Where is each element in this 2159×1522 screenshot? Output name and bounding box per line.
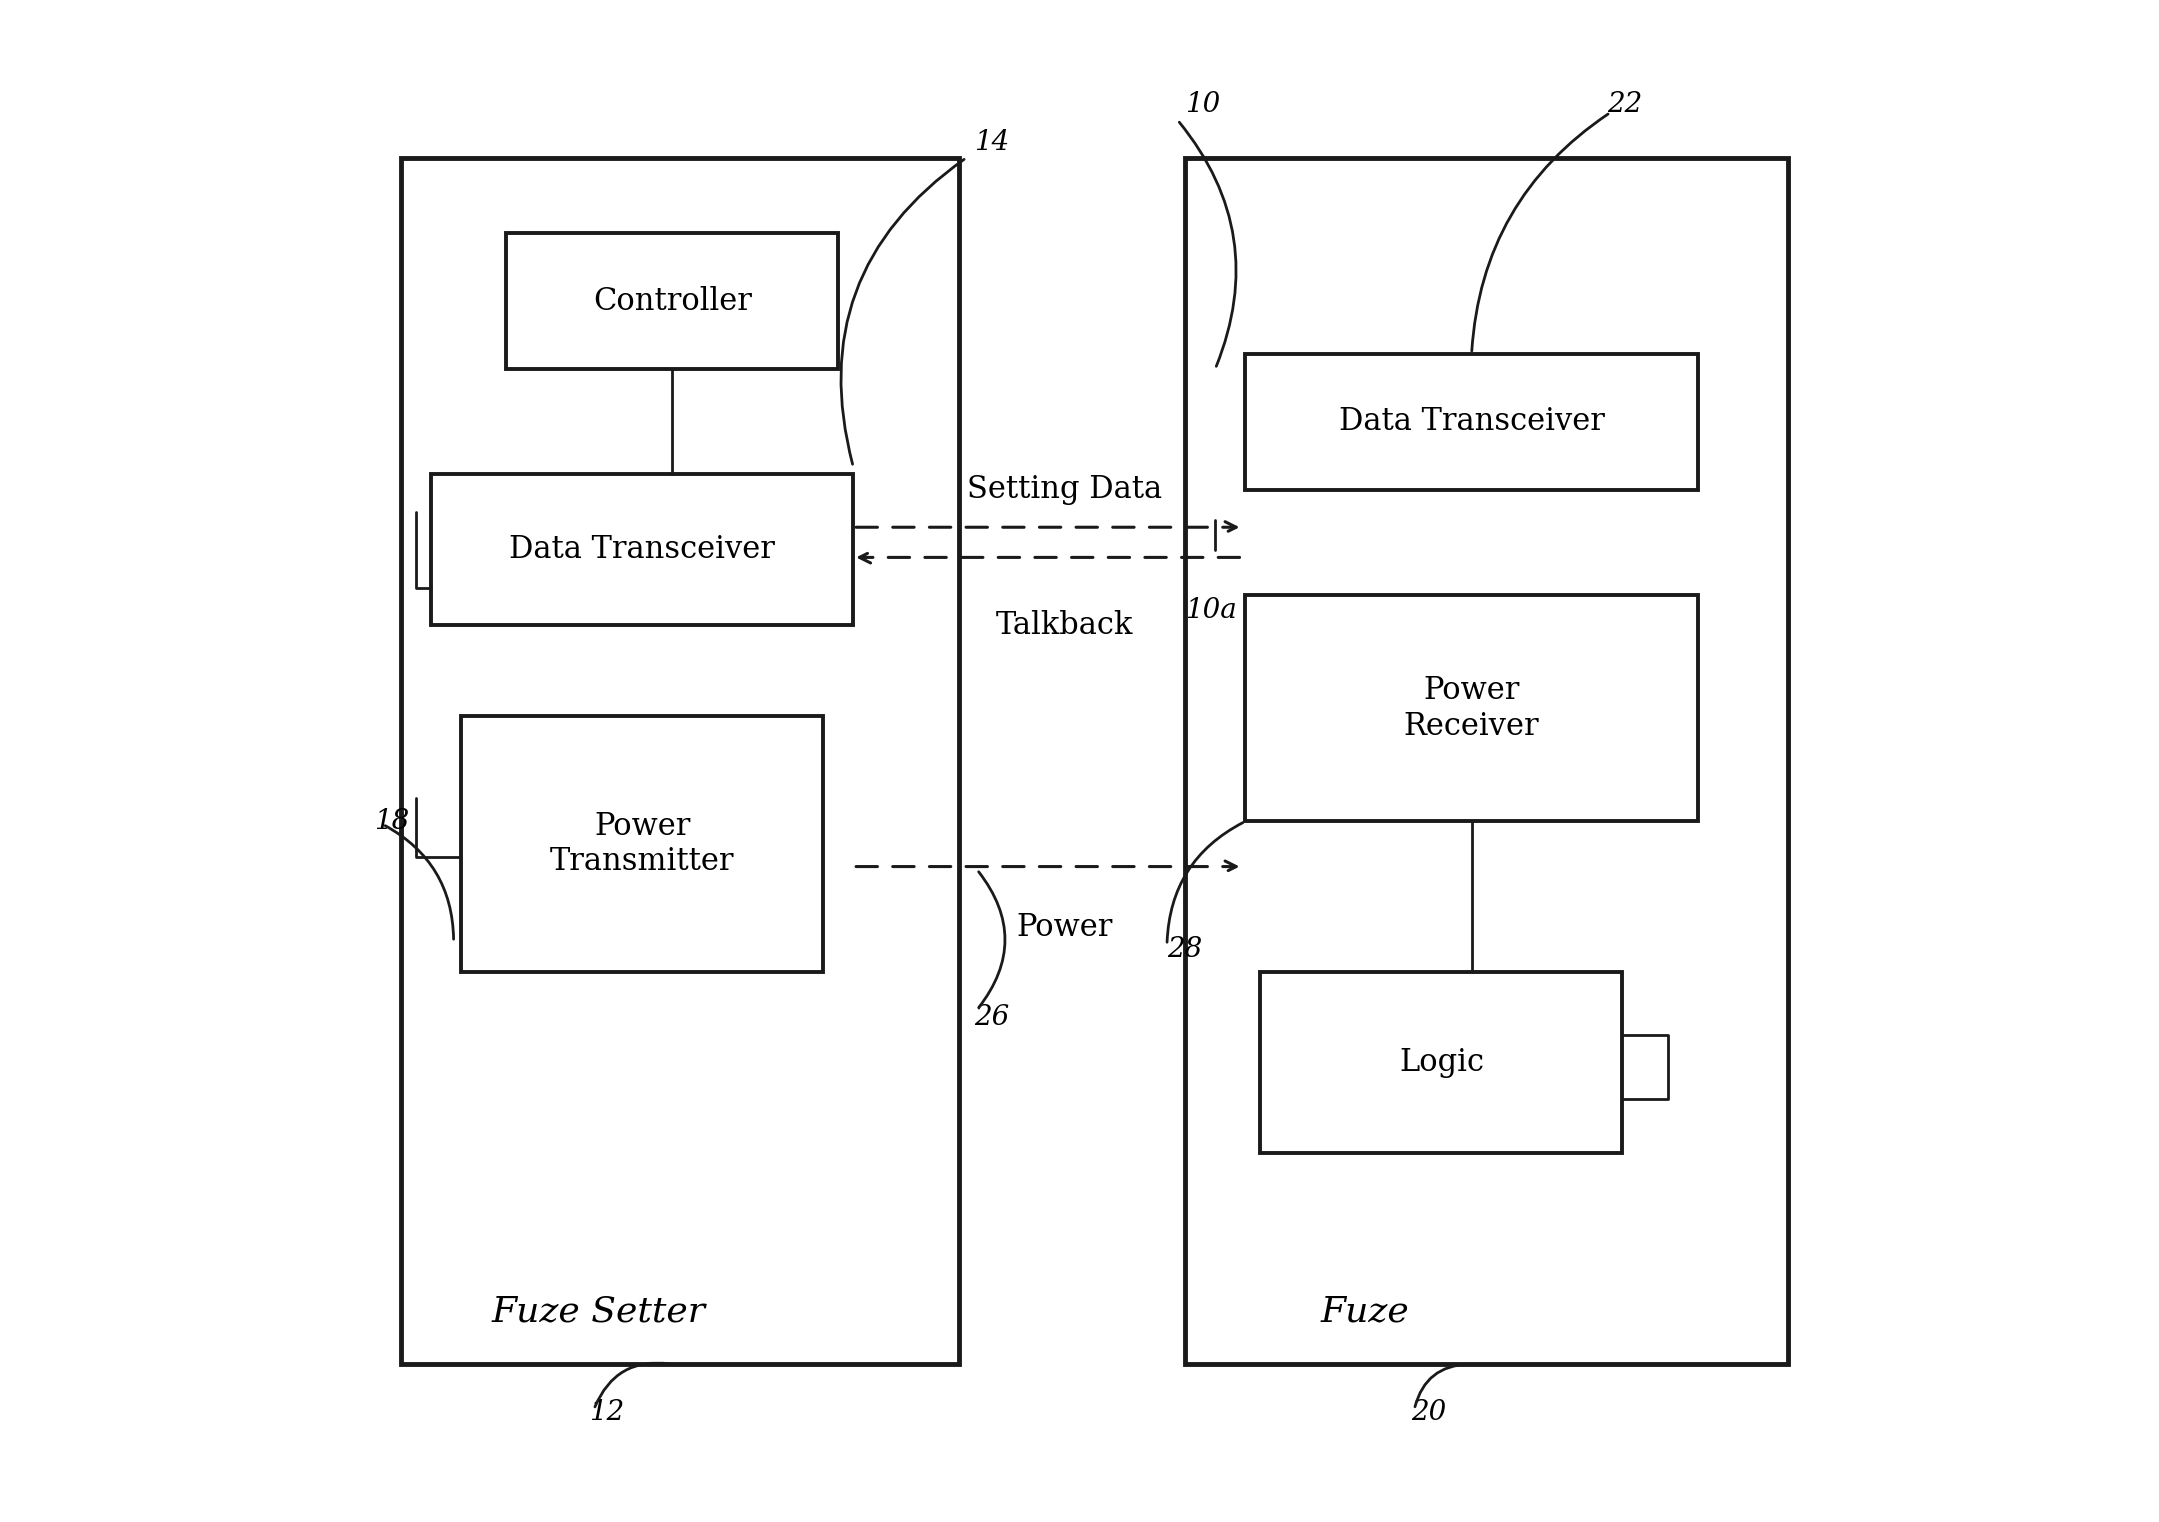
Bar [462,715,823,973]
Text: Data Transceiver: Data Transceiver [1339,406,1604,437]
Text: Talkback: Talkback [995,610,1133,641]
Text: 12: 12 [589,1399,624,1426]
Text: Fuze Setter: Fuze Setter [492,1294,706,1329]
Text: Setting Data: Setting Data [967,473,1162,505]
Bar [432,475,853,626]
Text: 20: 20 [1412,1399,1447,1426]
Text: Power: Power [1017,912,1112,942]
Text: Controller: Controller [594,286,751,317]
Text: 14: 14 [974,129,1008,157]
Text: 18: 18 [374,808,408,836]
Bar [1246,353,1697,490]
Bar [1185,158,1788,1364]
Text: Power
Transmitter: Power Transmitter [551,811,734,877]
Bar [402,158,959,1364]
Text: Data Transceiver: Data Transceiver [510,534,775,565]
Text: Logic: Logic [1399,1047,1483,1078]
Text: 28: 28 [1168,936,1203,963]
Text: 10a: 10a [1185,597,1237,624]
Bar [1246,595,1697,822]
Text: 26: 26 [974,1005,1008,1030]
Text: 22: 22 [1606,91,1643,119]
Text: Power
Receiver: Power Receiver [1403,674,1539,741]
Text: 10: 10 [1185,91,1220,119]
Text: Fuze: Fuze [1321,1294,1410,1329]
Bar [507,233,838,368]
Bar [1261,973,1621,1154]
